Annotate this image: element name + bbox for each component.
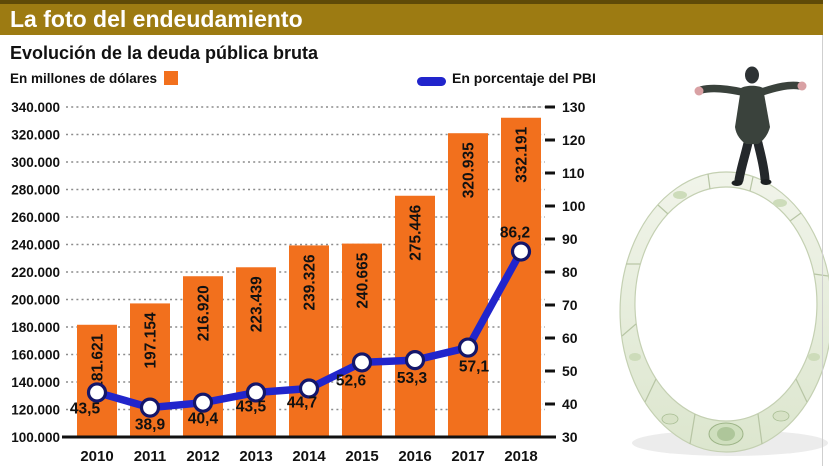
left-axis-tick: 180.000 [11, 320, 60, 335]
dollar-ring [619, 171, 829, 453]
left-axis-tick: 160.000 [11, 348, 60, 363]
x-axis-year: 2010 [80, 448, 113, 465]
bar-2014 [289, 245, 329, 437]
bar-2013 [236, 267, 276, 437]
pbi-label-2016: 53,3 [397, 370, 428, 387]
pbi-marker-2012 [192, 392, 214, 413]
bar-label-2011: 197.154 [143, 312, 160, 368]
pbi-marker-2011 [139, 397, 161, 418]
x-axis-year: 2012 [186, 448, 219, 465]
pbi-label-2012: 40,4 [188, 411, 219, 428]
right-axis-tick: 90 [562, 231, 578, 247]
bars-legend-label: En millones de dólares [10, 71, 158, 86]
dollar-bill-details [629, 191, 820, 446]
right-axis-tick: 130 [562, 99, 586, 115]
left-foot [731, 180, 743, 186]
bar-2016 [395, 195, 435, 437]
bar-label-2015: 240.665 [355, 252, 372, 308]
bar-label-2010: 181.621 [90, 333, 107, 389]
pbi-label-2014: 44,7 [287, 394, 317, 411]
x-axis-year: 2016 [398, 448, 431, 465]
left-axis-tick: 340.000 [11, 100, 60, 115]
pbi-label-2017: 57,1 [459, 359, 490, 376]
line-legend-label: En porcentaje del PBI [452, 70, 596, 86]
bar-label-2017: 320.935 [461, 142, 478, 198]
head [745, 66, 759, 84]
right-axis-tick: 80 [562, 264, 578, 280]
right-axis-tick: 110 [562, 165, 585, 181]
x-axis-year: 2011 [134, 448, 167, 465]
right-axis-tick: 30 [562, 429, 578, 445]
left-axis-tick: 100.000 [11, 430, 60, 445]
pbi-label-2011: 38,9 [135, 417, 166, 434]
title-bar: La foto del endeudamiento [0, 0, 823, 35]
bar-2017 [448, 133, 488, 438]
left-axis-tick: 280.000 [11, 183, 60, 198]
left-axis-tick: 120.000 [11, 403, 60, 418]
suit-torso [735, 85, 770, 144]
line-legend-swatch-icon [417, 77, 446, 86]
x-axis-year: 2017 [451, 448, 484, 465]
pbi-marker-2017 [457, 337, 479, 358]
dollar-bill-separators [621, 173, 829, 445]
left-axis-tick: 320.000 [11, 128, 60, 143]
x-axis-year: 2015 [345, 448, 378, 465]
man-balancing-on-dollar-ring-illustration [619, 66, 829, 456]
left-axis-tick: 220.000 [11, 265, 60, 280]
pbi-marker-2010 [86, 382, 108, 403]
left-axis-tick: 140.000 [11, 375, 60, 390]
bar-label-2016: 275.446 [408, 204, 425, 260]
pbi-label-2013: 43,5 [236, 398, 267, 415]
right-axis-tick: 50 [562, 363, 578, 379]
page-title: La foto del endeudamiento [10, 6, 303, 32]
bar-label-2012: 216.920 [196, 285, 213, 341]
pbi-marker-2016 [404, 350, 426, 371]
left-hand [694, 86, 704, 96]
balancing-man [694, 66, 807, 186]
pbi-marker-2014 [298, 378, 320, 399]
left-axis-tick: 200.000 [11, 293, 60, 308]
x-axis-year: 2013 [239, 448, 272, 465]
bar-label-2014: 239.326 [302, 254, 319, 310]
bar-2015 [342, 243, 382, 437]
pbi-marker-2018 [510, 241, 532, 262]
right-axis-tick: 40 [562, 396, 578, 412]
left-axis-tick: 240.000 [11, 238, 60, 253]
right-axis-tick: 60 [562, 330, 578, 346]
left-axis-tick: 300.000 [11, 155, 60, 170]
page-right-divider [822, 35, 823, 466]
debt-chart: 181.621 197.154 216.920 223.439 239.326 240.6… [11, 99, 586, 465]
right-axis-tick: 120 [562, 132, 586, 148]
bar-2010 [77, 324, 117, 437]
right-axis-tick: 70 [562, 297, 578, 313]
bar-label-2013: 223.439 [249, 276, 266, 332]
chart-subtitle: Evolución de la deuda pública bruta [10, 43, 319, 63]
right-foot [760, 179, 772, 185]
right-axis-tick: 100 [562, 198, 586, 214]
x-axis-year: 2018 [504, 448, 537, 465]
right-hand [797, 81, 807, 91]
bars-legend-swatch-icon [164, 71, 178, 85]
pbi-marker-2015 [351, 352, 373, 373]
pbi-label-2010: 43,5 [70, 400, 101, 417]
left-axis-tick: 260.000 [11, 210, 60, 225]
bar-label-2018: 332.191 [514, 126, 531, 182]
pbi-label-2018: 86,2 [500, 225, 530, 242]
pbi-label-2015: 52,6 [336, 372, 367, 389]
x-axis-year: 2014 [292, 448, 326, 465]
pbi-marker-2013 [245, 382, 267, 403]
